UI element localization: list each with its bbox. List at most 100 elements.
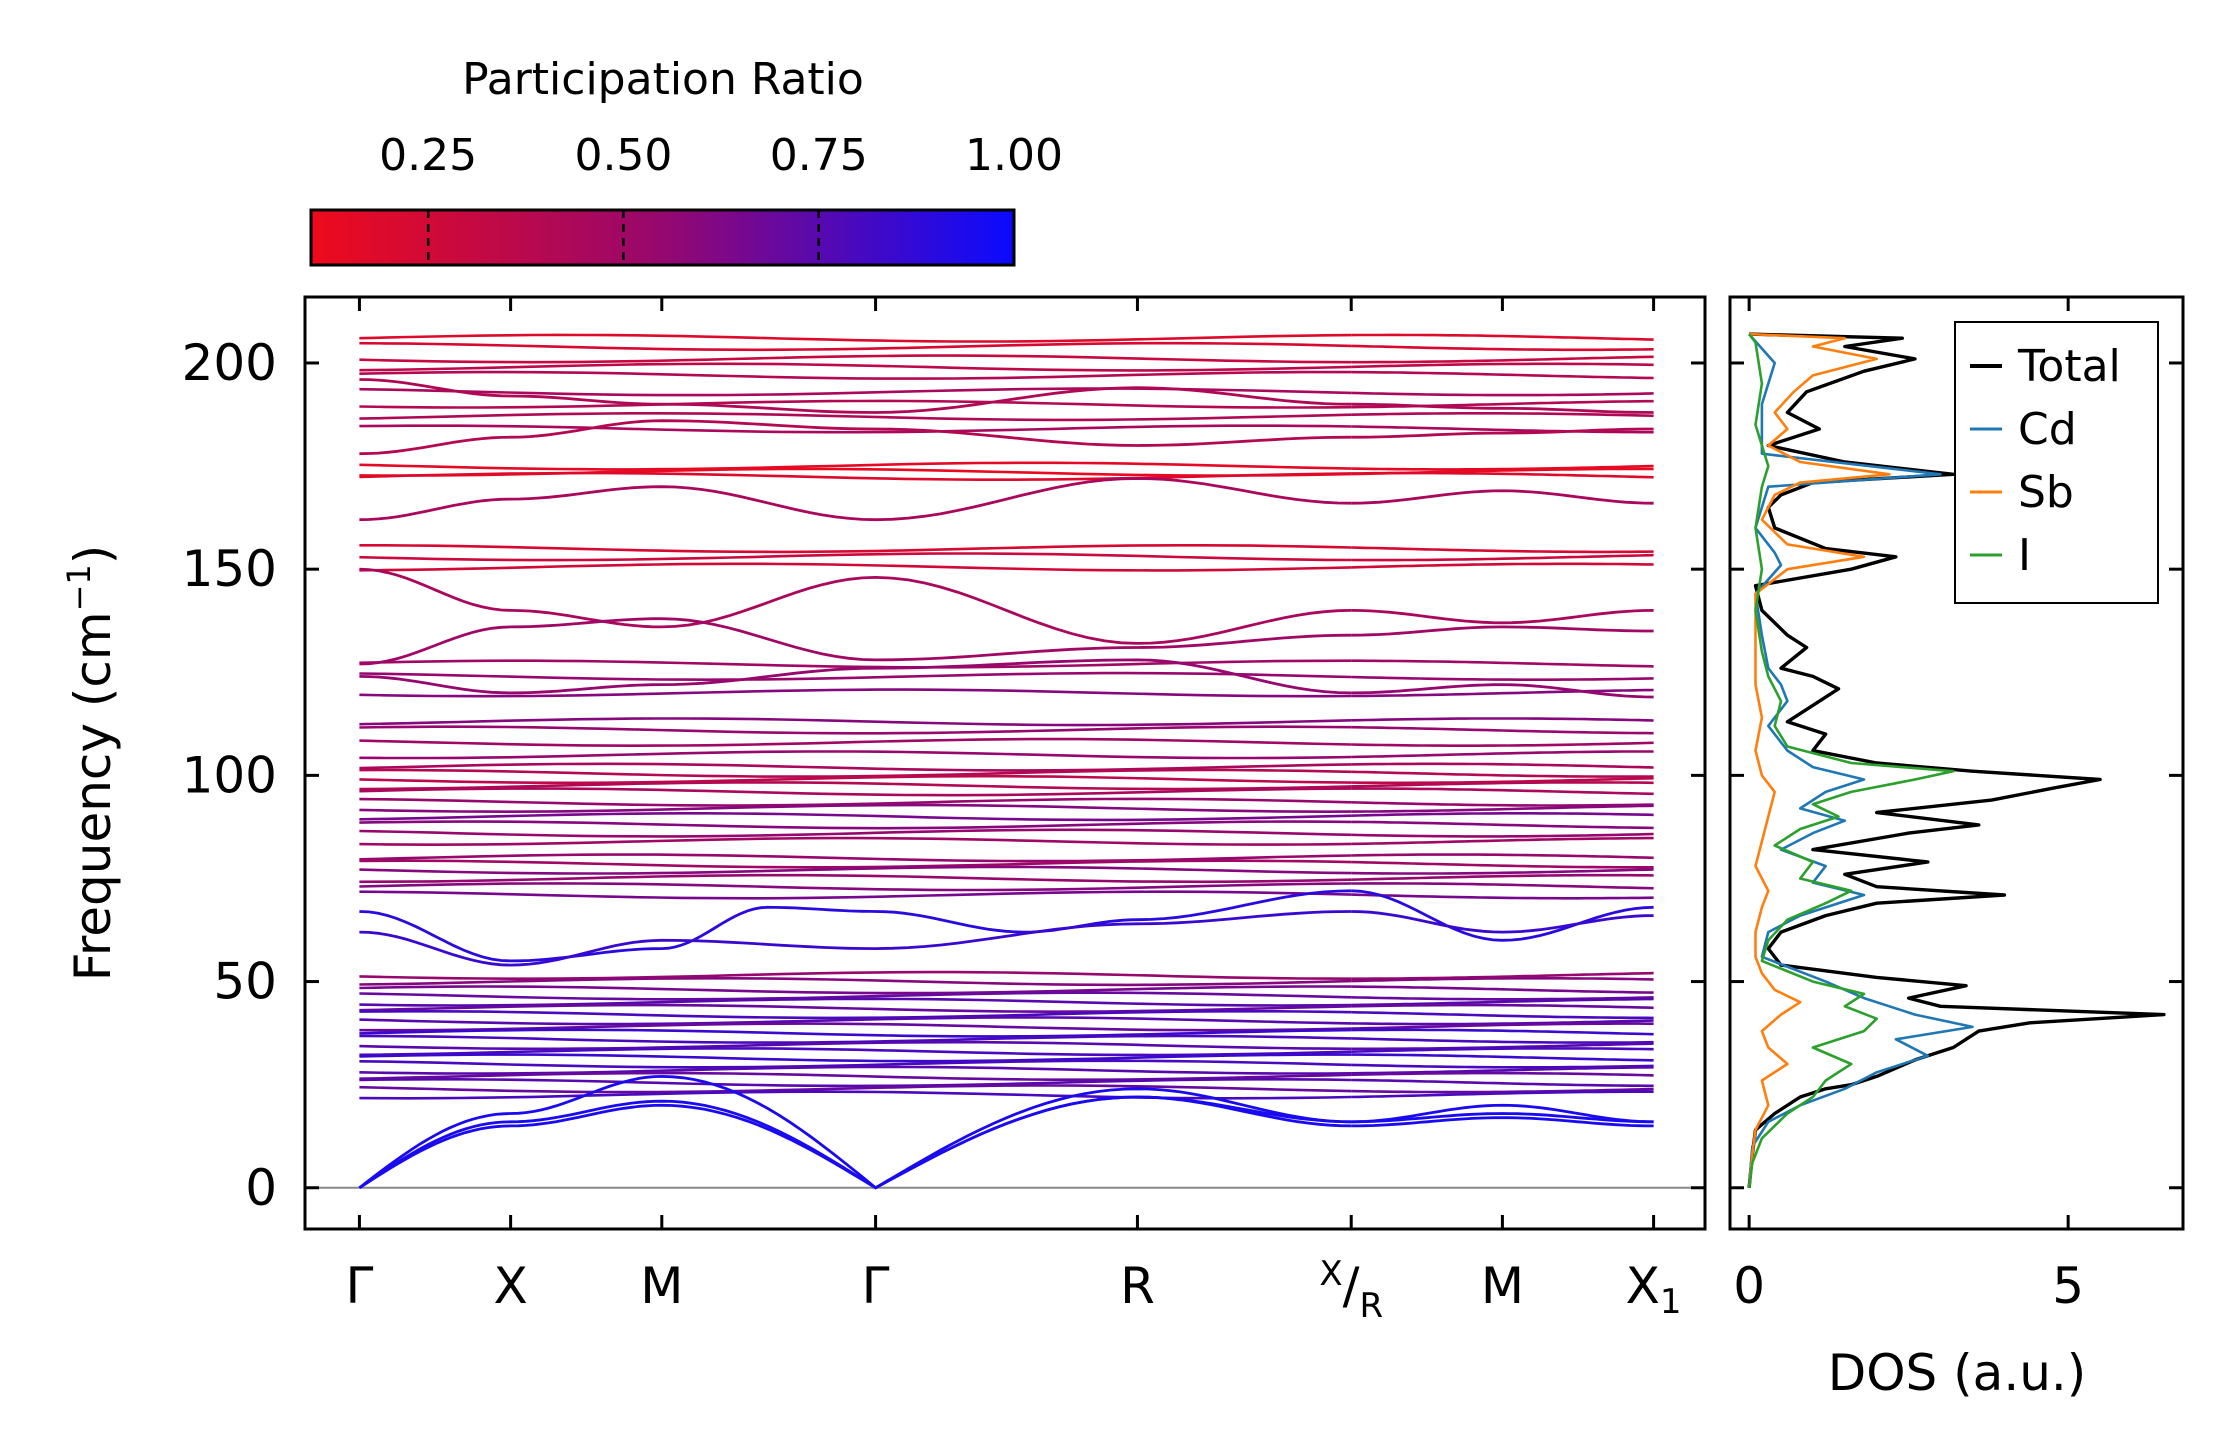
phonon-band [359,991,1352,1001]
phonon-band [1351,750,1654,759]
colorbar-tick-label: 0.50 [574,130,672,181]
phonon-band [1351,977,1654,983]
phonon-band [1351,804,1654,813]
phonon-band [359,717,1352,727]
phonon-band [1351,370,1654,380]
legend-label-total: Total [2017,341,2121,392]
phonon-band [1351,362,1654,369]
phonon-band [1351,762,1654,769]
phonon-band [359,828,1352,838]
phonon-band [1351,1003,1654,1010]
phonon-band [1351,781,1654,788]
phonon-band [1351,812,1654,817]
phonon-band [359,997,1352,1007]
dos-x-tick-label: 0 [1733,1257,1765,1315]
phonon-band [359,1010,1352,1020]
phonon-band [359,1059,1352,1069]
phonon-band [1351,344,1654,352]
band-axes-frame [303,295,1707,1231]
phonon-band [359,354,1352,364]
phonon-band [359,412,1352,422]
phonon-band [359,1034,1352,1044]
phonon-band-band-194 [359,378,1352,414]
band-x-ticks: Γ X M Γ R X/R M X1 [345,297,1682,1326]
phonon-band [1351,562,1654,569]
phonon-band [1351,471,1654,479]
phonon-band [359,781,1352,791]
phonon-band [359,562,1352,572]
phonon-band [1351,1010,1654,1020]
phonon-band [1351,1071,1654,1077]
phonon-band [1351,1078,1654,1088]
phonon-band-acoustic-3 [1351,1103,1654,1124]
dos-legend: Total Cd Sb I [1954,321,2159,604]
y-tick-label: 200 [182,334,277,392]
y-tick-label: 150 [182,540,277,598]
phonon-band [359,797,1352,807]
k-point-label: X1 [1626,1257,1682,1322]
colorbar-ticks: 0.25 0.50 0.75 1.00 [379,130,1063,265]
dos-y-ticks [1730,361,2183,1190]
y-axis-label: Frequency (cm−1) [60,545,122,982]
legend-label-i: I [2018,530,2031,581]
phonon-band [1351,893,1654,900]
phonon-band [1351,1042,1654,1051]
phonon-band-band-136 [359,617,1352,666]
phonon-band [359,882,1352,892]
phonon-band [359,774,1352,785]
phonon-band [359,1003,1352,1014]
phonon-band [1351,873,1654,881]
phonon-band [1351,391,1654,397]
phonon-band [359,985,1352,995]
phonon-band [359,1016,1352,1026]
k-point-label: M [640,1257,683,1315]
phonon-band [1351,741,1654,747]
phonon-band-band-148 [1351,609,1654,625]
phonon-band [359,341,1352,352]
phonon-band [1351,1019,1654,1026]
phonon-band [1351,1028,1654,1036]
legend-label-sb: Sb [2018,467,2074,518]
band-y-ticks: 0 50 100 150 200 [182,334,1705,1217]
k-point-label: X [493,1257,527,1315]
phonon-band [359,873,1352,884]
phonon-band-band-136 [1351,625,1654,637]
phonon-band [1351,985,1654,994]
phonon-band [1351,868,1654,875]
y-tick-label: 0 [245,1159,277,1217]
phonon-band [359,970,1352,980]
phonon-band-acoustic-2 [1351,1112,1654,1124]
phonon-band [359,1078,1352,1088]
colorbar-tick-label: 1.00 [965,130,1063,181]
phonon-band-band-67 [1351,889,1654,942]
phonon-band [359,1084,1352,1094]
phonon-band [1351,412,1654,418]
phonon-band-band-180 [359,419,1352,456]
phonon-band [1351,425,1654,434]
colorbar-gradient [309,208,1016,267]
phonon-band [359,370,1352,380]
phonon-band [359,853,1352,863]
phonon-band [359,865,1352,875]
phonon-band [359,762,1352,772]
phonon-band [1351,553,1654,562]
y-tick-label: 100 [182,746,277,804]
colorbar-tick-label: 0.75 [770,130,868,181]
dos-x-axis-label: DOS (a.u.) [1828,1344,2087,1402]
dos-series-i [1747,333,1955,1188]
phonon-band [1351,1037,1654,1044]
phonon-band [359,424,1352,434]
phonon-band [359,1040,1352,1051]
colorbar-tick-label: 0.25 [379,130,477,181]
phonon-band [359,362,1352,372]
phonon-band [1351,333,1654,341]
phonon-band [359,1028,1352,1038]
legend-label-cd: Cd [2018,404,2077,455]
phonon-band [1351,836,1654,846]
k-point-label: X/R [1319,1254,1383,1326]
phonon-band [359,803,1352,814]
phonon-band [1351,832,1654,838]
